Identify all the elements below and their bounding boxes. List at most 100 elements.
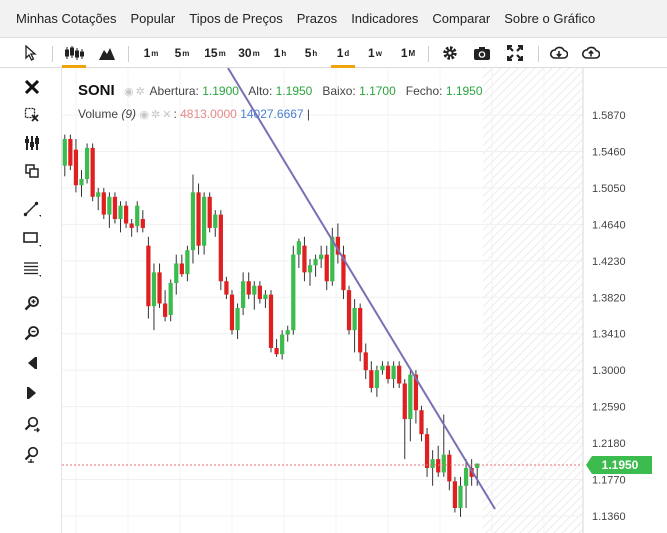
menu-item-popular[interactable]: Popular [130, 11, 176, 26]
eye-icon[interactable]: ◉ [124, 86, 134, 98]
candle-down [397, 365, 402, 384]
y-tick-label: 1.2590 [592, 402, 626, 414]
timeframe-30m[interactable]: 30 m [238, 46, 260, 60]
download-icon[interactable] [547, 41, 571, 65]
copy-icon[interactable] [20, 160, 44, 182]
candle-up [118, 205, 123, 220]
menu-item-tipos-de-precos[interactable]: Tipos de Preços [189, 11, 283, 26]
gear-small-icon[interactable]: ✲ [135, 86, 145, 98]
candle-down [419, 410, 424, 435]
volume-gear-icon[interactable]: ✲ [151, 109, 161, 121]
candle-down [436, 459, 441, 473]
zoom-reset-icon[interactable] [20, 444, 44, 466]
candle-down [268, 294, 274, 348]
candle-down [469, 467, 474, 477]
candle-down [101, 192, 106, 215]
candlestick-icon[interactable] [60, 41, 88, 68]
candle-up [62, 139, 67, 166]
mountain-icon[interactable] [95, 41, 119, 65]
scroll-left-icon[interactable] [20, 352, 44, 374]
candle-down [157, 272, 162, 304]
candle-up [441, 454, 446, 473]
candle-down [73, 149, 79, 186]
candle-up [285, 330, 290, 335]
line-tool-icon[interactable] [20, 198, 44, 220]
fib-tool-icon[interactable] [20, 258, 44, 280]
menu-item-comparar[interactable]: Comparar [432, 11, 491, 26]
y-tick-label: 1.3000 [592, 365, 626, 377]
volume-close-icon[interactable]: ✕ [162, 109, 172, 121]
candle-up [135, 205, 140, 227]
last-price-label: 1.1950 [602, 458, 639, 472]
magnet-icon[interactable] [20, 132, 44, 154]
high-label: Alto: [248, 84, 273, 98]
close-label: Fecho: [405, 84, 443, 98]
menu-item-sobre-o-grafico[interactable]: Sobre o Gráfico [504, 11, 596, 26]
candle-down [129, 223, 134, 228]
candle-down [68, 139, 73, 166]
zoom-fit-icon[interactable] [20, 414, 44, 436]
remove-drawings-icon[interactable] [20, 104, 44, 126]
price-chart[interactable]: 1.5870 1.5460 1.5050 1.4640 1.4230 1.3820 1.34… [62, 67, 667, 533]
candle-down [229, 294, 235, 331]
chart-area[interactable]: 1.5870 1.5460 1.5050 1.4640 1.4230 1.3820 1.34… [62, 67, 667, 533]
candle-up [380, 365, 385, 371]
zoom-in-icon[interactable] [20, 292, 44, 314]
candle-up [241, 281, 246, 308]
candle-down [274, 347, 279, 355]
upload-icon[interactable] [579, 41, 603, 65]
scroll-right-icon[interactable] [20, 382, 44, 404]
candle-down [369, 370, 374, 388]
y-tick-label: 1.4640 [592, 219, 626, 231]
trendline[interactable] [227, 67, 496, 510]
camera-icon[interactable] [470, 41, 494, 65]
symbol-label: SONI [78, 82, 115, 99]
candle-up [463, 467, 469, 486]
candle-up [313, 259, 318, 266]
zoom-out-icon[interactable] [20, 322, 44, 344]
open-value: 1.1900 [202, 84, 239, 98]
candle-down [218, 214, 223, 282]
close-icon[interactable] [20, 76, 44, 98]
menu-item-minhas-cotacoes[interactable]: Minhas Cotações [16, 11, 117, 26]
volume-value-1: 4813.0000 [180, 107, 237, 121]
candle-up [174, 263, 179, 284]
gear-icon[interactable] [438, 41, 462, 65]
price-axis: 1.5870 1.5460 1.5050 1.4640 1.4230 1.3820 1.34… [592, 110, 626, 523]
fullscreen-icon[interactable] [503, 41, 527, 65]
y-tick-label: 1.2180 [592, 438, 626, 450]
candle-up [475, 463, 480, 468]
candle-down [385, 365, 391, 380]
menu-item-prazos[interactable]: Prazos [296, 11, 338, 26]
timeframe-15m[interactable]: 15 m [204, 46, 226, 60]
candle-down [257, 285, 262, 300]
rectangle-tool-icon[interactable] [20, 228, 44, 250]
menu-item-indicadores[interactable]: Indicadores [351, 11, 419, 26]
volume-label: Volume [78, 107, 119, 121]
volume-eye-icon[interactable]: ◉ [139, 109, 149, 121]
candle-up [391, 365, 396, 380]
candle-down [112, 196, 118, 220]
candles [62, 134, 480, 517]
candle-up [168, 283, 173, 316]
candle-down [140, 219, 145, 228]
candle-up [252, 285, 257, 295]
y-tick-label: 1.1360 [592, 511, 626, 523]
candle-down [424, 434, 430, 468]
cursor-icon[interactable] [20, 41, 42, 65]
last-price-tag: 1.1950 [586, 456, 652, 474]
volume-value-2: 14027.6667 [240, 107, 304, 121]
candle-up [213, 214, 218, 228]
candle-up [319, 254, 324, 260]
high-value: 1.1950 [275, 84, 313, 98]
candle-up [296, 241, 301, 255]
y-tick-label: 1.4230 [592, 256, 626, 268]
low-value: 1.1700 [359, 84, 396, 98]
